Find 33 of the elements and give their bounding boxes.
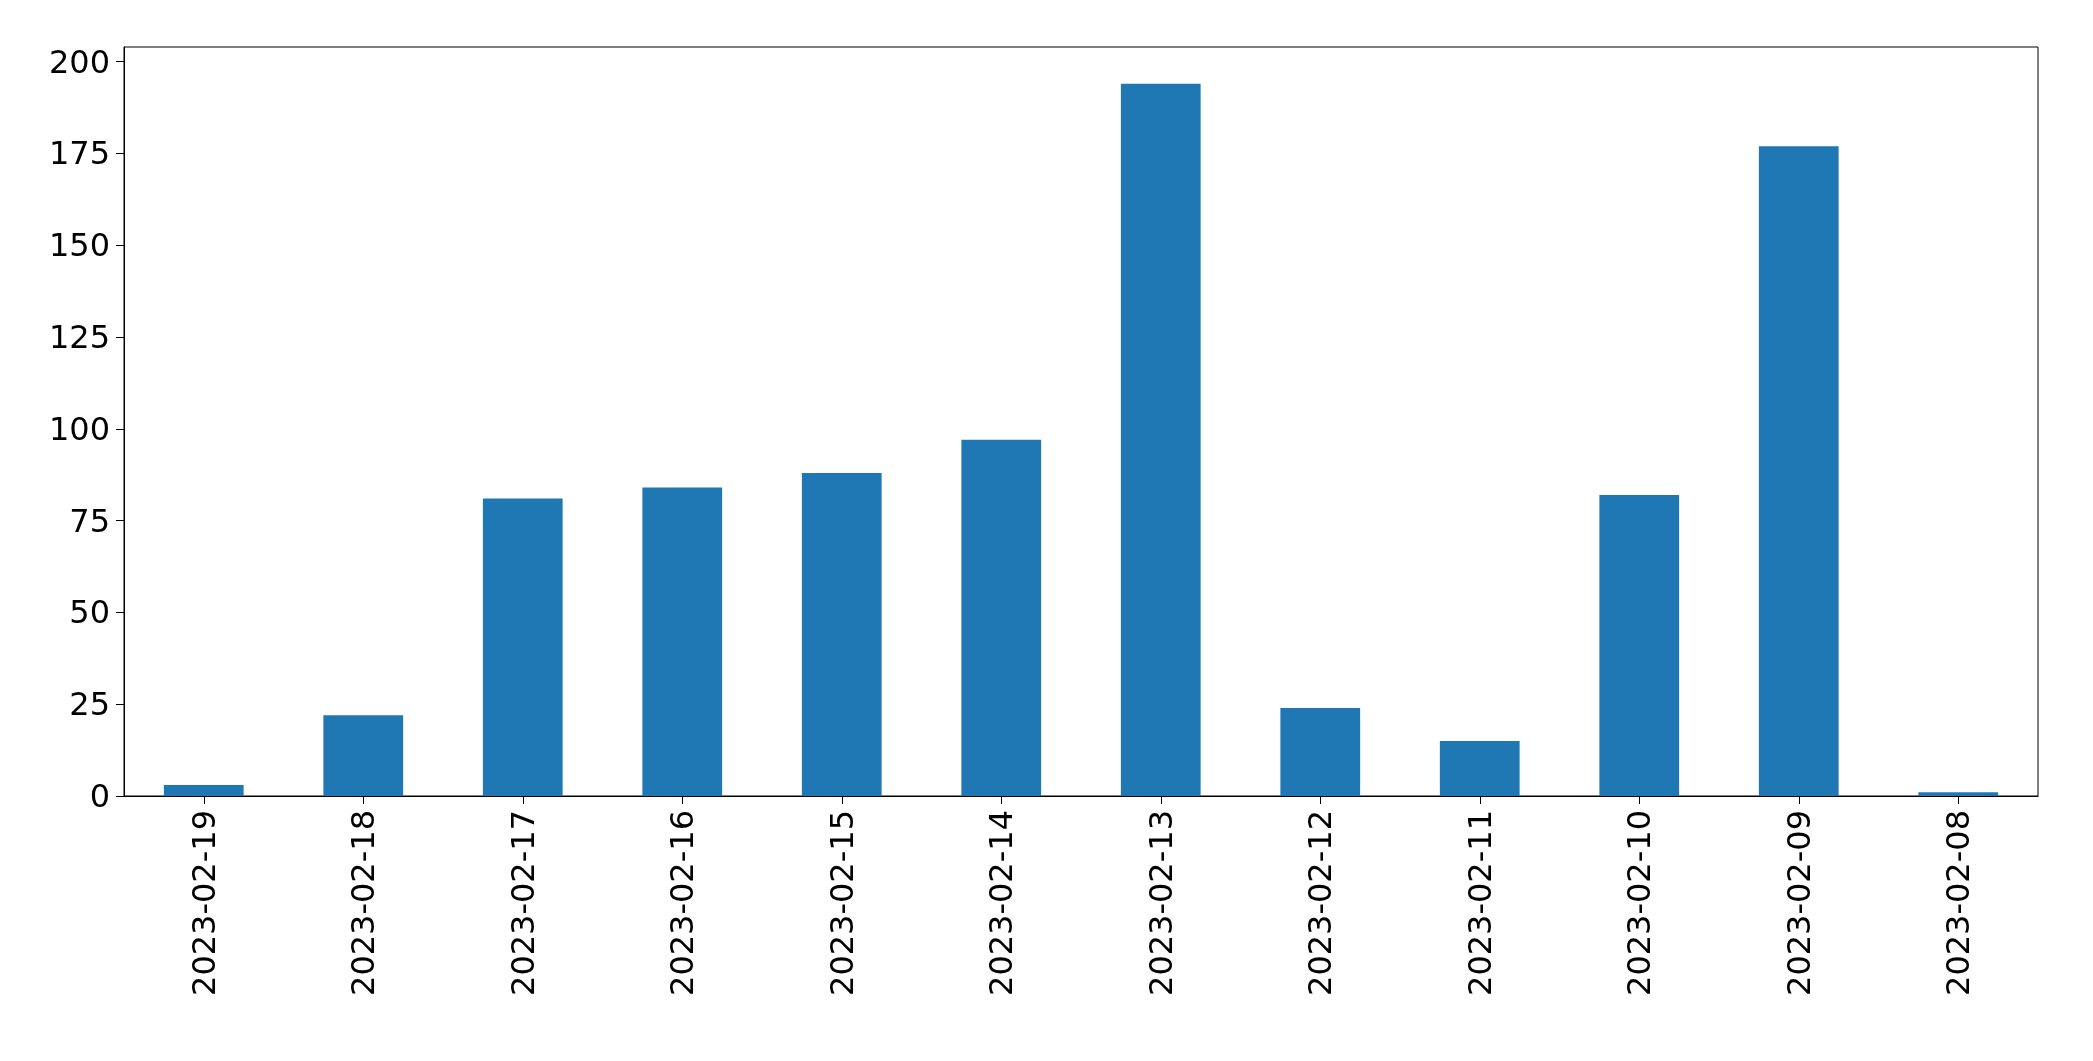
x-tick-label: 2023-02-12 [1301, 810, 1340, 996]
bar [1599, 494, 1680, 796]
bar [323, 715, 404, 796]
y-tick-label: 100 [48, 409, 110, 448]
y-tick-label: 125 [48, 318, 110, 357]
x-tick-label: 2023-02-15 [822, 810, 861, 996]
y-tick-label: 75 [69, 501, 110, 540]
bar [1918, 792, 1999, 796]
bar [961, 439, 1042, 796]
bar [642, 487, 723, 796]
x-tick-label: 2023-02-14 [982, 810, 1021, 996]
x-tick-label: 2023-02-13 [1141, 810, 1180, 996]
x-tick-label: 2023-02-10 [1620, 810, 1659, 996]
y-tick-label: 0 [89, 777, 110, 815]
x-tick-label: 2023-02-19 [184, 810, 223, 996]
bar [1758, 146, 1839, 796]
bar [1280, 707, 1361, 796]
x-tick-label: 2023-02-17 [503, 810, 542, 996]
x-tick-label: 2023-02-08 [1939, 810, 1978, 996]
x-tick-label: 2023-02-18 [344, 810, 383, 996]
y-tick-label: 25 [69, 685, 110, 724]
bar [801, 472, 882, 796]
bar [482, 498, 563, 796]
x-tick-label: 2023-02-09 [1779, 810, 1818, 996]
y-tick-label: 200 [48, 42, 110, 81]
x-tick-label: 2023-02-16 [663, 810, 702, 996]
y-tick-label: 175 [48, 134, 110, 173]
bar [163, 784, 244, 796]
bar [1120, 83, 1201, 796]
y-tick-label: 150 [48, 226, 110, 265]
y-tick-label: 50 [69, 593, 110, 632]
x-tick-label: 2023-02-11 [1460, 810, 1499, 996]
bar [1439, 740, 1520, 796]
